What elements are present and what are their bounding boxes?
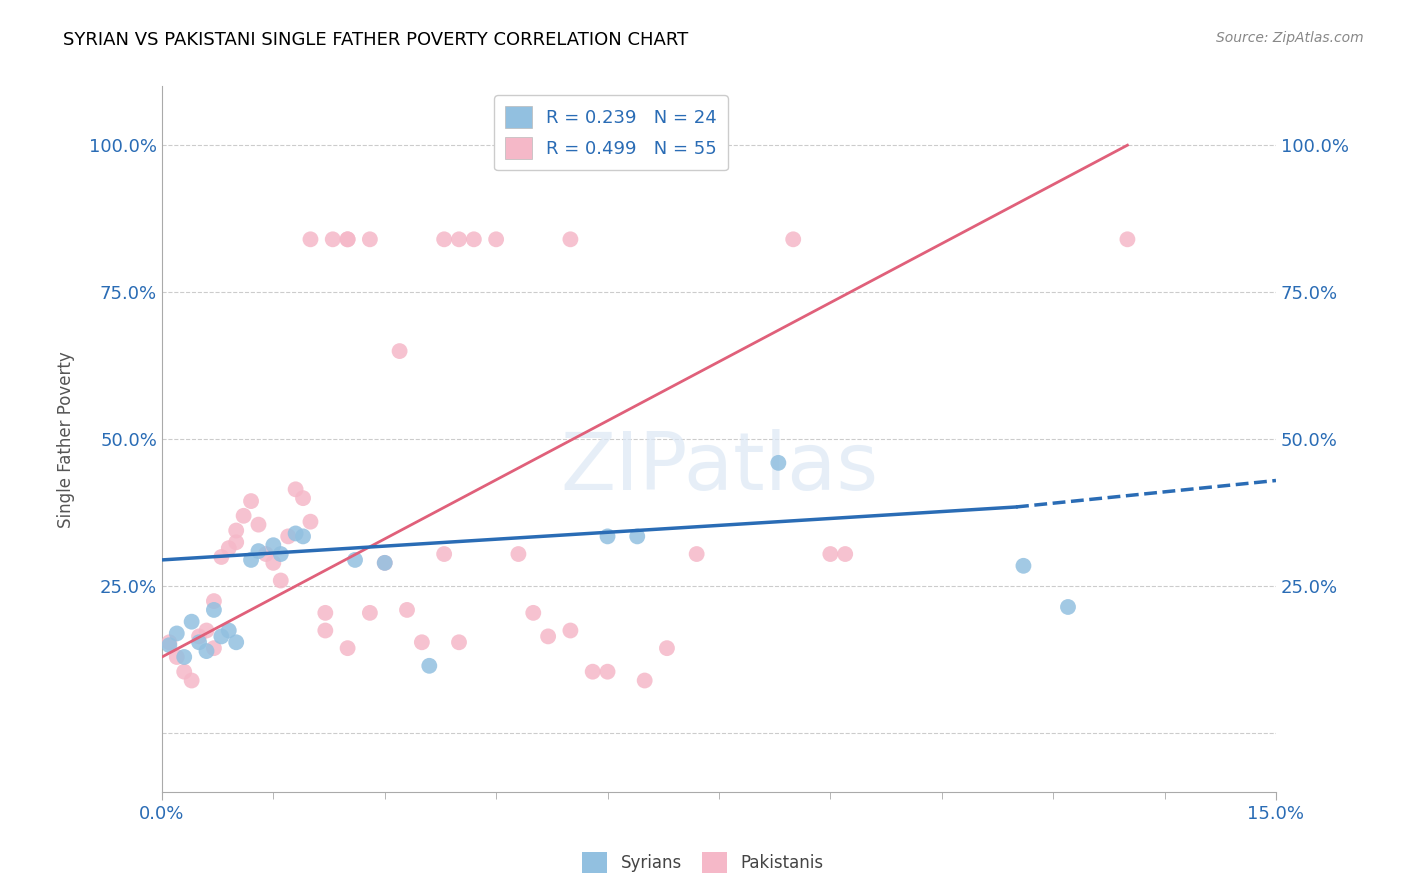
Point (202, 594, 225, 608)
Text: SYRIAN VS PAKISTANI SINGLE FATHER POVERTY CORRELATION CHART: SYRIAN VS PAKISTANI SINGLE FATHER POVERT… (63, 31, 689, 49)
Point (522, 606, 544, 620)
Point (685, 547, 707, 561)
Point (240, 494, 263, 508)
Point (225, 524, 247, 538)
Point (292, 529, 315, 543)
Point (463, 232, 485, 246)
Point (247, 544, 270, 558)
Point (180, 615, 202, 629)
Text: Source: ZipAtlas.com: Source: ZipAtlas.com (1216, 31, 1364, 45)
Point (209, 629, 232, 643)
Point (277, 529, 299, 543)
Point (655, 641, 678, 656)
Point (202, 641, 225, 656)
Point (582, 665, 605, 679)
Point (180, 673, 202, 688)
Point (560, 624, 582, 638)
Point (218, 541, 240, 556)
Point (314, 606, 336, 620)
Point (782, 232, 804, 246)
Point (292, 491, 315, 505)
Point (202, 603, 225, 617)
Point (209, 549, 232, 564)
Point (262, 538, 284, 552)
Point (157, 638, 180, 652)
Point (240, 553, 263, 567)
Legend: Syrians, Pakistanis: Syrians, Pakistanis (576, 846, 830, 880)
Point (314, 624, 336, 638)
Point (225, 635, 247, 649)
Point (188, 629, 211, 643)
Point (232, 508, 254, 523)
Point (433, 547, 456, 561)
Point (262, 556, 284, 570)
Point (157, 635, 180, 649)
Legend: R = 0.239   N = 24, R = 0.499   N = 55: R = 0.239 N = 24, R = 0.499 N = 55 (494, 95, 728, 170)
Point (270, 547, 292, 561)
Point (485, 232, 508, 246)
Point (834, 547, 856, 561)
Point (1012, 558, 1035, 573)
Point (374, 556, 396, 570)
Point (359, 232, 381, 246)
Point (344, 553, 367, 567)
Point (195, 644, 218, 658)
Point (395, 603, 418, 617)
Point (1116, 232, 1139, 246)
Y-axis label: Single Father Poverty: Single Father Poverty (58, 351, 75, 528)
Text: ZIPatlas: ZIPatlas (560, 428, 877, 507)
Point (374, 556, 396, 570)
Point (447, 232, 470, 246)
Point (418, 658, 440, 673)
Point (254, 547, 277, 561)
Point (336, 232, 359, 246)
Point (188, 635, 211, 649)
Point (1057, 599, 1080, 614)
Point (336, 641, 359, 656)
Point (596, 665, 619, 679)
Point (537, 629, 560, 643)
Point (388, 344, 411, 359)
Point (195, 624, 218, 638)
Point (284, 483, 307, 497)
Point (359, 606, 381, 620)
Point (299, 515, 322, 529)
Point (560, 232, 582, 246)
Point (173, 665, 195, 679)
Point (768, 456, 790, 470)
Point (626, 529, 648, 543)
Point (596, 529, 619, 543)
Point (166, 650, 188, 665)
Point (411, 635, 433, 649)
Point (218, 624, 240, 638)
Point (447, 635, 470, 649)
Point (508, 547, 530, 561)
Point (247, 517, 270, 532)
Point (270, 574, 292, 588)
Point (336, 232, 359, 246)
Point (820, 547, 842, 561)
Point (634, 673, 657, 688)
Point (322, 232, 344, 246)
Point (173, 650, 195, 665)
Point (166, 626, 188, 640)
Point (284, 526, 307, 541)
Point (299, 232, 322, 246)
Point (433, 232, 456, 246)
Point (225, 535, 247, 549)
